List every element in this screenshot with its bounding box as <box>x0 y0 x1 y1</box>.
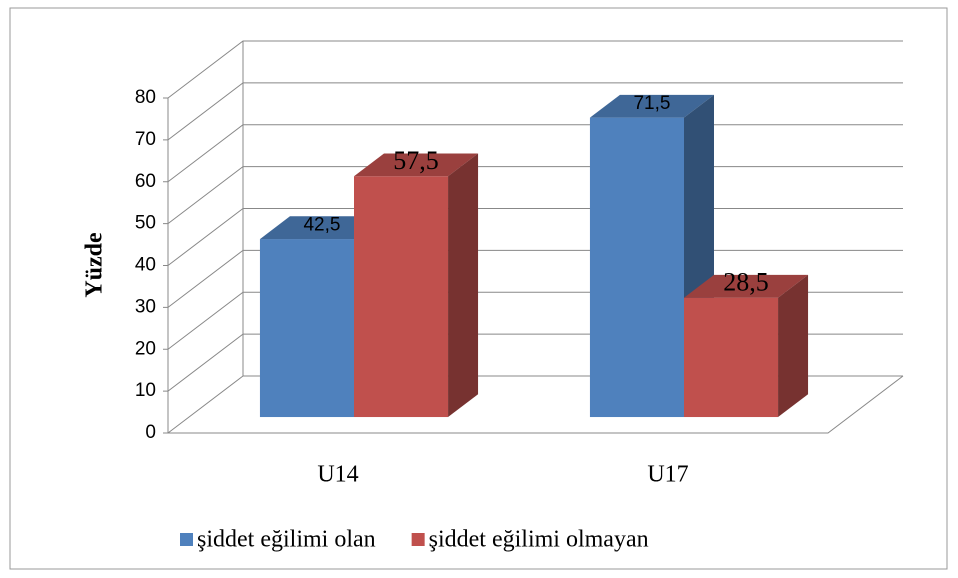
y-tick-label: 60 <box>135 171 156 192</box>
y-tick-label: 0 <box>145 422 156 443</box>
bar-side <box>448 153 479 418</box>
y-tick-label: 10 <box>135 380 156 401</box>
y-axis-label: Yüzde <box>82 232 108 298</box>
bar-top <box>259 216 384 240</box>
legend-swatch <box>411 533 425 546</box>
bar-front <box>354 176 449 418</box>
value-label: 42,5 <box>303 215 340 236</box>
bar-top <box>684 274 809 298</box>
bar-top <box>589 94 714 118</box>
y-tick-label: 80 <box>135 87 156 108</box>
y-tick-label: 30 <box>135 296 156 317</box>
value-label: 71,5 <box>633 93 670 114</box>
y-tick-label: 50 <box>135 213 156 234</box>
legend-label: şiddet eğilimi olan <box>197 527 376 553</box>
bar-top <box>354 153 479 177</box>
x-tick-label: U17 <box>647 462 688 488</box>
bar-front <box>684 297 779 418</box>
y-tick-label: 70 <box>135 129 156 150</box>
legend-swatch <box>180 533 193 546</box>
x-tick-label: U14 <box>317 462 358 488</box>
grid-line <box>167 82 903 141</box>
bar-front <box>259 239 354 418</box>
value-label: 28,5 <box>723 267 769 296</box>
legend-label: şiddet eğilimi olmayan <box>429 527 649 553</box>
y-tick-label: 20 <box>135 338 156 359</box>
y-tick-label: 40 <box>135 255 156 276</box>
bar-side <box>778 274 809 418</box>
grid-line <box>167 40 903 99</box>
floor <box>168 375 904 434</box>
bar-front <box>589 117 684 418</box>
value-label: 57,5 <box>393 146 439 175</box>
